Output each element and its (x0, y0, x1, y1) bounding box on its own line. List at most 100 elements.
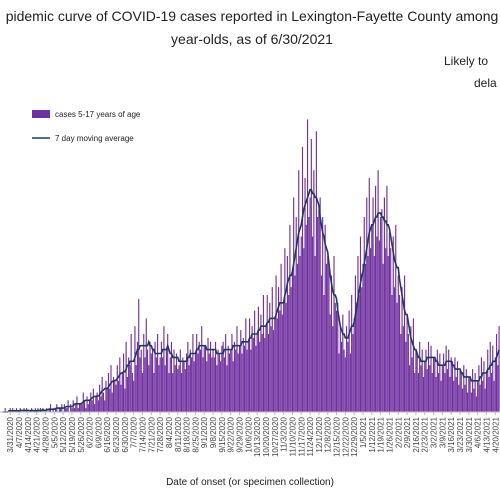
bar (218, 353, 220, 412)
x-tick-label: 9/22/2020 (227, 416, 236, 452)
bar (102, 392, 104, 412)
bar (257, 306, 259, 412)
bar (73, 408, 76, 412)
bar (309, 197, 311, 412)
bar (262, 295, 265, 412)
bar (346, 326, 348, 412)
x-tick-label: 1/12/2021 (368, 416, 377, 452)
bar (182, 357, 184, 412)
bar (318, 209, 320, 412)
bar (468, 376, 470, 412)
bar (483, 361, 485, 412)
bar (353, 318, 355, 412)
bar (367, 256, 369, 412)
bar (71, 408, 73, 412)
bar (124, 388, 126, 412)
bar (252, 337, 254, 412)
bar (429, 365, 431, 412)
bar (271, 287, 273, 412)
bar (464, 384, 466, 412)
bar (373, 256, 375, 412)
bar (58, 408, 60, 412)
bar (438, 373, 440, 412)
bar (449, 376, 451, 412)
x-tick-label: 6/9/2020 (94, 416, 103, 448)
bar (303, 248, 305, 412)
bar (361, 287, 363, 412)
bar (395, 224, 397, 412)
bar (363, 217, 365, 412)
x-tick-label: 4/21/2020 (33, 416, 42, 452)
bar (349, 353, 351, 412)
bar (459, 369, 461, 412)
bar (356, 302, 358, 412)
bar (352, 334, 354, 412)
bar (425, 349, 427, 412)
bar (386, 185, 388, 412)
bar (178, 365, 180, 412)
bar (281, 314, 283, 412)
bar (493, 380, 495, 412)
bar (315, 131, 317, 412)
bar (291, 271, 293, 412)
bar (80, 404, 82, 412)
bar (325, 263, 328, 412)
x-tick-label: 1/19/2021 (377, 416, 386, 452)
annotation: Likely to (444, 54, 488, 68)
bar (490, 373, 493, 412)
bar (396, 302, 398, 412)
bar (172, 373, 174, 412)
bar (215, 341, 217, 412)
bar (320, 275, 322, 412)
x-tick-label: 7/21/2020 (147, 416, 156, 452)
bar (90, 392, 92, 412)
bar (397, 275, 399, 412)
bar (144, 357, 146, 412)
bar (242, 337, 244, 412)
bar (334, 302, 336, 412)
bar (264, 337, 266, 412)
bar (233, 341, 236, 412)
bar (427, 341, 430, 412)
bar (202, 357, 204, 412)
bar (310, 139, 312, 412)
bar (97, 400, 99, 412)
bar (494, 357, 496, 412)
bar (480, 357, 482, 412)
bar (377, 170, 379, 412)
bar (456, 361, 459, 412)
bar (128, 357, 130, 412)
x-tick-label: 7/28/2020 (156, 416, 165, 452)
bar (188, 365, 190, 412)
bar (416, 353, 418, 412)
bar (251, 326, 253, 412)
moving-average-line (2, 188, 500, 413)
bar (111, 392, 113, 412)
bar (448, 349, 450, 412)
bar (444, 373, 446, 412)
annotation: dela (474, 76, 497, 90)
bar (279, 310, 281, 412)
bar (259, 341, 261, 412)
bar (421, 349, 423, 412)
bar (222, 341, 224, 412)
bar (119, 357, 121, 412)
bar (228, 353, 230, 412)
bar (174, 365, 176, 412)
bar (189, 349, 191, 412)
x-tick-label: 1/5/2021 (359, 416, 368, 448)
bar (364, 263, 367, 412)
bar (313, 170, 315, 412)
x-tick-label: 8/11/2020 (174, 416, 183, 452)
bar (4, 408, 6, 412)
bar (104, 400, 106, 412)
bar (266, 295, 268, 412)
bar (286, 256, 288, 412)
bar (247, 341, 249, 412)
bar (276, 318, 278, 412)
bar (467, 392, 469, 412)
bar (199, 349, 202, 412)
bar (162, 357, 164, 412)
bar (184, 369, 186, 412)
bar (175, 353, 178, 412)
